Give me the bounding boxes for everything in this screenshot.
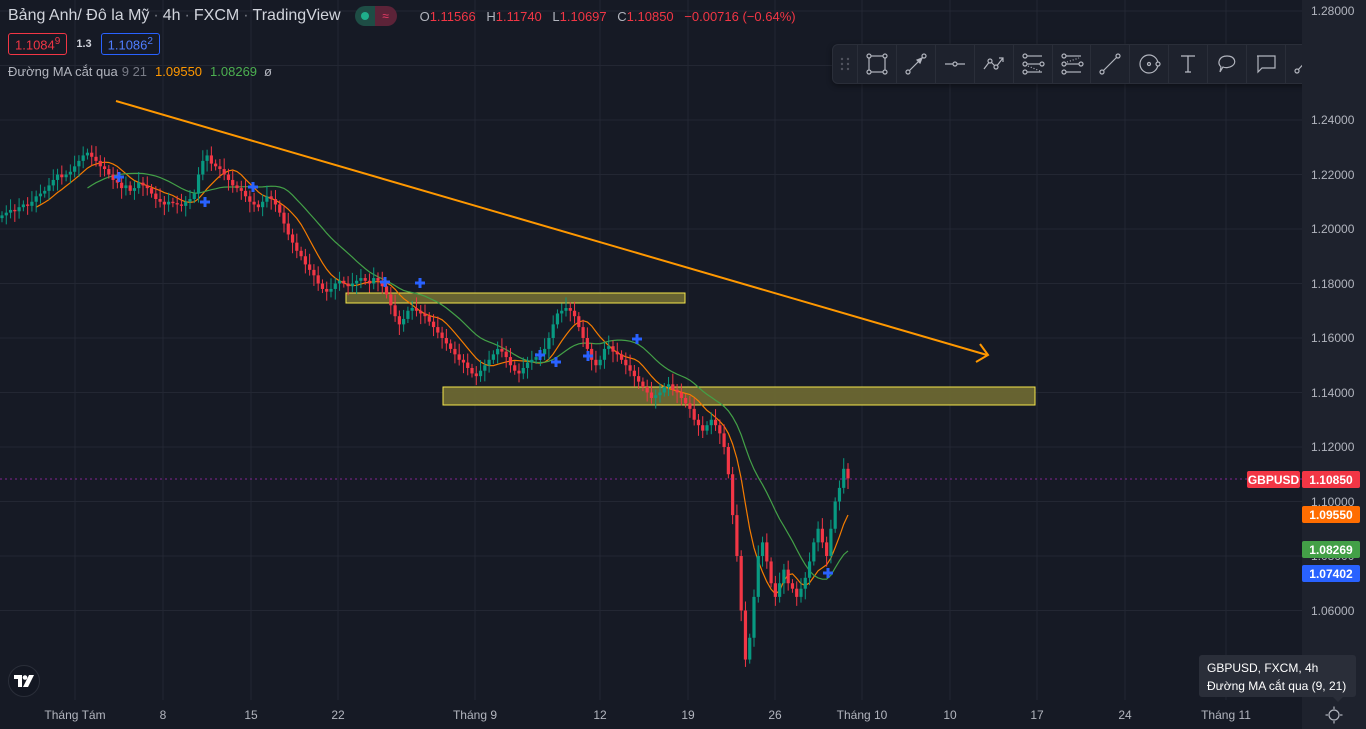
indicator-extra-value: ø [264, 64, 272, 79]
time-tick: Tháng 9 [452, 708, 498, 722]
ma-fast-value: 1.09550 [155, 64, 203, 79]
cross-marker-price-label: 1.07402 [1302, 565, 1360, 582]
trend-arrow-head [975, 343, 990, 363]
buy-button[interactable]: 1.10862 [100, 33, 160, 56]
comment-tool-icon[interactable] [1247, 45, 1287, 83]
time-tick: 24 [1118, 708, 1132, 722]
ma-fast-price-label: 1.09550 [1302, 506, 1360, 523]
chart-canvas[interactable] [0, 0, 1302, 700]
price-tick: 1.22000 [1311, 167, 1355, 182]
fib-retracement-icon[interactable] [1014, 45, 1053, 83]
arrow-tool-icon[interactable] [897, 45, 936, 83]
market-open-icon [354, 6, 375, 26]
trade-buttons: 1.10849 1.3 1.10862 [8, 33, 160, 56]
drawing-toolbar [832, 44, 1364, 84]
ma-slow-value: 1.08269 [210, 64, 258, 79]
time-tick: 15 [244, 708, 258, 722]
spread-value: 1.3 [76, 38, 92, 51]
time-tick: 8 [159, 708, 167, 722]
ma-cross-marker [248, 182, 258, 192]
ohlc-values: O1.11566 H1.11740 L1.10697 C1.10850 −0.0… [419, 8, 796, 24]
ma-cross-marker [551, 357, 561, 367]
ma-cross-marker [200, 197, 210, 207]
price-tick: 1.24000 [1311, 113, 1355, 127]
horizontal-ray-icon[interactable] [936, 45, 975, 83]
symbol-price-tag: GBPUSD [1247, 471, 1300, 488]
ma-slow-price-label: 1.08269 [1302, 541, 1360, 558]
time-tick: 22 [331, 708, 345, 722]
fib-extension-icon[interactable] [1053, 45, 1092, 83]
change-value: −0.00716 (−0.64%) [684, 8, 796, 24]
exchange: FXCM [193, 7, 240, 24]
price-tick: 1.14000 [1311, 385, 1355, 400]
ma-slow-line [87, 172, 849, 580]
tooltip-line-1: GBPUSD, FXCM, 4h [1207, 661, 1319, 675]
callout-tool-icon[interactable] [1208, 45, 1248, 83]
price-tick: 1.12000 [1311, 440, 1355, 454]
price-tick: 1.10000 [1311, 494, 1355, 509]
price-axis[interactable]: 1.28000 1.24000 1.22000 1.20000 1.18000 1.160… [1302, 0, 1366, 700]
candlestick-series [0, 145, 850, 667]
ma-cross-marker [114, 172, 124, 182]
drag-handle-icon[interactable] [833, 45, 858, 83]
high-value: 1.11740 [495, 8, 542, 24]
symbol-name[interactable]: Bảng Anh/ Đô la Mỹ [8, 7, 150, 24]
time-tick: 17 [1030, 708, 1044, 722]
trend-line-icon[interactable] [1091, 45, 1131, 83]
time-tick: 26 [768, 708, 782, 722]
price-tick: 1.18000 [1311, 276, 1355, 291]
low-value: 1.10697 [559, 8, 607, 24]
indicator-legend[interactable]: Đường MA cắt qua 9 21 1.09550 1.08269 ø [8, 64, 272, 79]
data-source: TradingView [252, 7, 341, 24]
resistance-zone [345, 292, 686, 304]
interval[interactable]: 4h [162, 7, 181, 24]
tooltip-line-2: Đường MA cắt qua (9, 21) [1207, 679, 1347, 693]
tradingview-logo[interactable] [8, 665, 40, 697]
open-value: 1.11566 [429, 8, 476, 24]
market-status-toggle[interactable]: ≈ [354, 6, 397, 26]
indicator-params: 9 21 [121, 64, 148, 79]
chart-grid [0, 0, 1302, 700]
sun-icon [1325, 706, 1343, 723]
circle-tool-icon[interactable] [1130, 45, 1170, 83]
ma-cross-marker [823, 568, 833, 578]
path-tool-icon[interactable] [975, 45, 1014, 83]
time-axis[interactable]: Tháng Tám 8 15 22 Tháng 9 12 19 26 Tháng 10 10 17 2… [0, 700, 1302, 729]
symbol-legend: Bảng Anh/ Đô la Mỹ · 4h · FXCM · TradingVie… [8, 6, 796, 26]
ma-cross-marker [632, 334, 642, 344]
time-tick: 12 [593, 708, 607, 722]
indicator-name: Đường MA cắt qua [8, 64, 118, 79]
price-tick: 1.16000 [1311, 331, 1355, 345]
ma-cross-marker [535, 350, 545, 360]
time-tick: 19 [681, 708, 695, 722]
price-tick: 1.20000 [1311, 222, 1355, 236]
ma-cross-marker [415, 278, 425, 288]
trend-arrow [115, 100, 988, 356]
support-zone [442, 386, 1036, 406]
ma-cross-marker [380, 277, 390, 287]
tradingview-logo-icon [14, 675, 34, 687]
delayed-data-icon: ≈ [374, 6, 397, 26]
text-tool-icon[interactable] [1169, 45, 1209, 83]
rectangle-tool-icon[interactable] [858, 45, 897, 83]
ma-fast-line [35, 161, 849, 595]
time-tick: Tháng 11 [1201, 708, 1251, 722]
time-tick: Tháng Tám [44, 708, 106, 722]
time-tick: 10 [943, 708, 957, 722]
chart-settings-button[interactable] [1302, 700, 1366, 729]
last-price-label: 1.10850 [1302, 471, 1360, 488]
time-tick: Tháng 10 [836, 708, 888, 722]
price-tick: 1.06000 [1311, 603, 1355, 618]
ma-cross-marker [583, 351, 593, 361]
sell-button[interactable]: 1.10849 [8, 33, 68, 56]
price-tick: 1.28000 [1311, 4, 1355, 18]
series-tooltip: GBPUSD, FXCM, 4h Đường MA cắt qua (9, 21… [1199, 655, 1356, 702]
ma-cross-markers [114, 172, 833, 578]
close-value: 1.10850 [626, 8, 674, 24]
